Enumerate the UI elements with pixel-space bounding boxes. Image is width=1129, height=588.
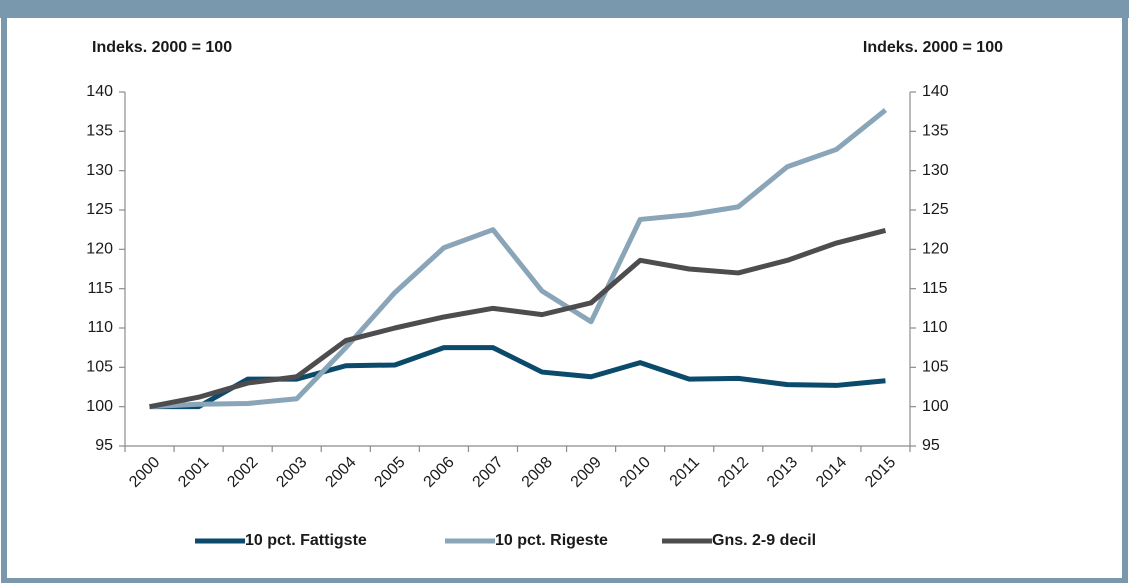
x-tick-label: 2007 xyxy=(470,454,507,491)
y2-tick-label: 120 xyxy=(922,241,949,258)
x-tick-label: 2004 xyxy=(322,454,359,491)
x-tick-label: 2000 xyxy=(126,454,163,491)
series-line xyxy=(149,345,886,410)
y-tick-label: 130 xyxy=(86,162,113,179)
x-tick-label: 2001 xyxy=(175,454,212,491)
y-tick-label: 125 xyxy=(86,201,113,218)
x-tick-label: 2012 xyxy=(715,454,752,491)
y2-tick-label: 105 xyxy=(922,359,949,376)
y2-tick-label: 135 xyxy=(922,123,949,140)
x-tick-label: 2013 xyxy=(764,454,801,491)
y-axis-label: Indeks. 2000 = 100 xyxy=(92,39,232,56)
x-tick-label: 2011 xyxy=(667,454,703,490)
y2-tick-label: 95 xyxy=(922,437,940,454)
x-tick-label: 2006 xyxy=(421,454,458,491)
y-tick-label: 115 xyxy=(87,280,113,297)
series-line xyxy=(149,108,888,410)
x-tick-label: 2014 xyxy=(813,454,850,491)
y-tick-label: 140 xyxy=(86,83,113,100)
y-tick-label: 100 xyxy=(86,398,113,415)
y-tick-label: 135 xyxy=(86,123,113,140)
y-tick-label: 105 xyxy=(86,359,113,376)
legend-label: 10 pct. Rigeste xyxy=(495,532,608,549)
x-tick-label: 2003 xyxy=(273,454,310,491)
y2-tick-label: 115 xyxy=(922,280,948,297)
y2-tick-label: 110 xyxy=(922,319,948,336)
y-tick-label: 110 xyxy=(87,319,113,336)
y2-tick-label: 125 xyxy=(922,201,949,218)
x-tick-label: 2009 xyxy=(568,454,605,491)
y-tick-label: 95 xyxy=(95,437,113,454)
y2-tick-label: 130 xyxy=(922,162,949,179)
x-tick-label: 2002 xyxy=(224,454,261,491)
legend-label: Gns. 2-9 decil xyxy=(712,532,816,549)
x-tick-label: 2010 xyxy=(617,454,654,491)
y2-tick-label: 140 xyxy=(922,83,949,100)
x-tick-label: 2005 xyxy=(371,454,408,491)
x-tick-label: 2015 xyxy=(862,454,899,491)
y2-tick-label: 100 xyxy=(922,398,949,415)
x-tick-label: 2008 xyxy=(519,454,556,491)
y-tick-label: 120 xyxy=(86,241,113,258)
y2-axis-label: Indeks. 2000 = 100 xyxy=(863,39,1003,56)
series-line xyxy=(149,228,887,410)
legend-label: 10 pct. Fattigste xyxy=(245,532,367,549)
